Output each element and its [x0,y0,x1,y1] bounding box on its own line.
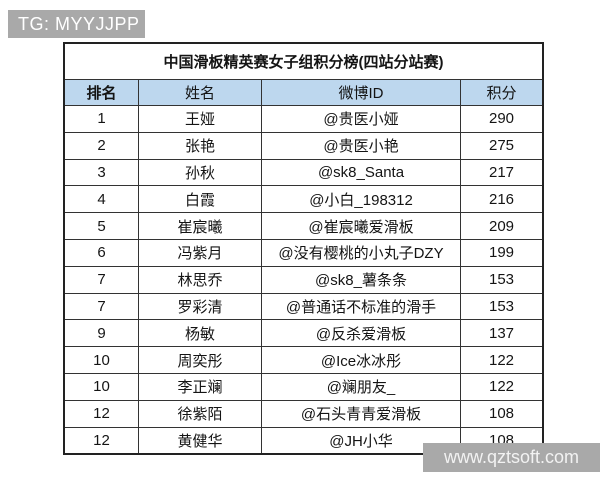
table-cell: @sk8_薯条条 [261,265,461,294]
table-cell: @Ice冰冰彤 [261,346,461,374]
website-watermark: www.qztsoft.com [423,443,600,472]
table-cell: 10 [63,372,139,401]
table-row: 5 崔宸曦 @崔宸曦爱滑板 209 [63,212,544,240]
table-cell: 4 [63,185,139,214]
title-row: 中国滑板精英赛女子组积分榜(四站分站赛) [63,42,544,80]
table-cell: 5 [63,212,139,240]
table-cell: @石头青青爱滑板 [261,399,461,428]
table-row: 12 徐紫陌 @石头青青爱滑板 108 [63,399,544,428]
table-cell: 122 [460,346,544,374]
table-cell: 12 [63,399,139,428]
table-cell: @反杀爱滑板 [261,319,461,348]
table-cell: 徐紫陌 [138,399,262,428]
column-header-name: 姓名 [138,79,262,106]
table-row: 2 张艳 @贵医小艳 275 [63,131,544,160]
table-cell: 冯紫月 [138,238,262,267]
header-row: 排名 姓名 微博ID 积分 [63,79,544,106]
table-cell: @斓朋友_ [261,372,461,401]
table-cell: 1 [63,105,139,133]
standings-table: 中国滑板精英赛女子组积分榜(四站分站赛) 排名 姓名 微博ID 积分 1 王娅 @贵… [63,42,544,456]
table-cell: @小白_198312 [261,185,461,214]
table-cell: 孙秋 [138,158,262,187]
table-cell: 张艳 [138,131,262,160]
table-cell: 2 [63,131,139,160]
table-cell: 290 [460,105,544,133]
table-cell: @普通话不标准的滑手 [261,292,461,321]
table-cell: 108 [460,399,544,428]
table-cell: 275 [460,131,544,160]
table-cell: 199 [460,238,544,267]
table-cell: 153 [460,265,544,294]
table-cell: 217 [460,158,544,187]
table-row: 7 罗彩清 @普通话不标准的滑手 153 [63,292,544,321]
table-cell: 209 [460,212,544,240]
table-row: 10 李正斓 @斓朋友_ 122 [63,372,544,401]
table-row: 6 冯紫月 @没有樱桃的小丸子DZY 199 [63,238,544,267]
telegram-watermark: TG: MYYJJPP [8,10,145,38]
table-cell: 7 [63,265,139,294]
table-cell: 李正斓 [138,372,262,401]
table-cell: 10 [63,346,139,374]
table-cell: 7 [63,292,139,321]
table-row: 10 周奕彤 @Ice冰冰彤 122 [63,346,544,374]
table-cell: 6 [63,238,139,267]
table-cell: 罗彩清 [138,292,262,321]
table-cell: @贵医小艳 [261,131,461,160]
table-cell: @sk8_Santa [261,158,461,187]
table-cell: 白霞 [138,185,262,214]
table-row: 3 孙秋 @sk8_Santa 217 [63,158,544,187]
table-cell: 王娅 [138,105,262,133]
column-header-weibo: 微博ID [261,79,461,106]
table-cell: 3 [63,158,139,187]
table-cell: 崔宸曦 [138,212,262,240]
table-cell: @JH小华 [261,426,461,455]
column-header-rank: 排名 [63,79,139,106]
table-cell: 林思乔 [138,265,262,294]
table-cell: @没有樱桃的小丸子DZY [261,238,461,267]
table-title: 中国滑板精英赛女子组积分榜(四站分站赛) [63,42,544,80]
table-row: 9 杨敏 @反杀爱滑板 137 [63,319,544,348]
table-body: 1 王娅 @贵医小娅 290 2 张艳 @贵医小艳 275 3 孙秋 @sk8_Santa 217 4 白… [63,105,544,455]
table-cell: 9 [63,319,139,348]
table-cell: 杨敏 [138,319,262,348]
table-row: 7 林思乔 @sk8_薯条条 153 [63,265,544,294]
table-cell: 12 [63,426,139,455]
table-cell: 黄健华 [138,426,262,455]
table-row: 1 王娅 @贵医小娅 290 [63,105,544,133]
table-cell: 216 [460,185,544,214]
table-cell: 122 [460,372,544,401]
table-cell: @贵医小娅 [261,105,461,133]
table-cell: 周奕彤 [138,346,262,374]
table-cell: @崔宸曦爱滑板 [261,212,461,240]
table-cell: 137 [460,319,544,348]
column-header-points: 积分 [460,79,544,106]
table-cell: 153 [460,292,544,321]
table-row: 4 白霞 @小白_198312 216 [63,185,544,214]
